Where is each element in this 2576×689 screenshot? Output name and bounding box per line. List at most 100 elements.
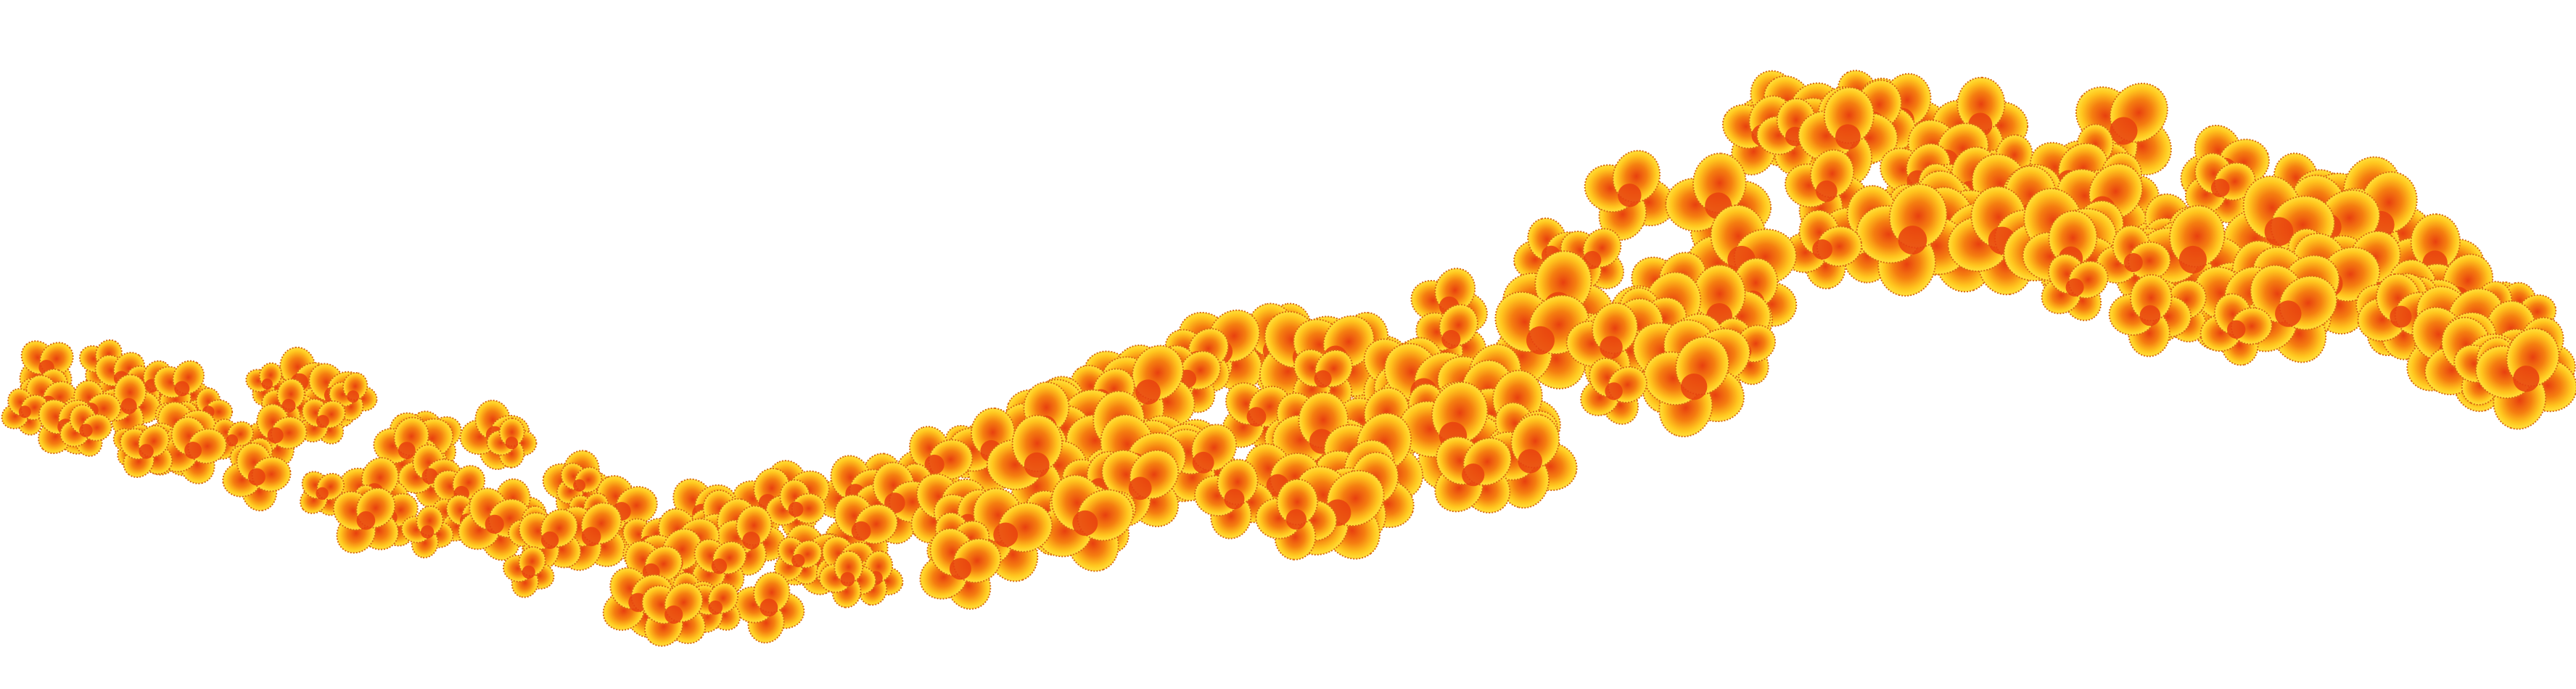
flower [774,536,823,585]
flower-center [1246,407,1267,427]
flower-center [1128,476,1152,500]
flower [1255,478,1338,561]
flower [486,417,538,469]
flower-center [2275,300,2302,327]
flower-center [791,553,805,568]
flower-center [261,378,273,390]
flower-center [174,381,190,397]
flower-center [281,398,296,413]
flower-center [2390,305,2412,328]
flower-center [356,511,376,530]
flower-center [398,442,416,459]
flower-center [708,600,723,615]
flower-center [1135,379,1161,405]
flower-center [1285,509,1307,530]
flower-center [1072,510,1098,536]
flower-center [711,558,728,574]
flower [1222,382,1291,452]
flower [1580,358,1647,425]
flower [1782,209,1863,289]
flower [2095,225,2171,300]
flower [2475,327,2576,430]
flower-center [485,514,504,534]
flower-center [79,424,93,437]
flower-center [505,437,519,450]
flower-center [1462,463,1485,487]
flower-center [664,605,683,624]
flower [818,550,877,608]
flower-center [788,501,804,517]
flower-center [316,487,329,500]
flower-center [851,521,871,541]
flower-center [2178,245,2207,274]
flower-center [573,479,586,492]
flower-center [226,434,239,447]
flower-center [316,415,329,428]
flower [2108,273,2192,358]
flower-center [760,598,778,617]
flower-center [420,525,435,539]
flower [59,404,112,457]
flower-center [1600,336,1623,359]
flower-center [522,565,535,579]
flower-center [949,558,971,580]
flower-center [993,522,1019,548]
flower-center [2123,253,2143,272]
flower [919,527,1002,610]
flower-center [2513,366,2540,392]
flower-center [1518,449,1542,474]
flower [502,546,555,598]
flower [332,487,400,554]
flower [2200,293,2273,366]
flower-center [742,532,760,550]
flower [300,398,346,445]
flower [222,442,292,512]
flower-center [1314,370,1332,388]
flower-cluster-group [1,70,2576,647]
flower [119,424,173,479]
flower-center [2139,305,2161,326]
flower-center [2226,320,2246,339]
flower-center [247,468,266,486]
flower-center [1024,452,1050,478]
flower [1643,336,1745,437]
flower-center [2110,117,2138,145]
flower-center [1526,326,1555,355]
flower-center [1441,330,1461,349]
flower [300,471,345,516]
flower-center [1618,183,1642,207]
flower [1434,436,1513,514]
flower-center [1835,124,1861,150]
flower-center [1816,180,1838,202]
flower [245,362,289,406]
flower-center [2210,178,2230,198]
flower-petal [2048,210,2098,266]
flower-center [1583,251,1602,269]
flower-center [840,572,855,587]
flower-center [1898,226,1927,255]
flower-center [267,427,284,444]
flower-center [184,442,202,459]
flower-center [421,468,438,484]
flower-center [1224,489,1245,510]
flower-center [18,405,31,418]
flower [400,505,454,558]
flower-petal [2130,273,2173,322]
flower [328,371,378,421]
flower-center [1605,382,1623,400]
flower-center [1192,451,1214,474]
flower [641,582,707,647]
flower-petal [1011,414,1063,472]
flower-center [581,527,601,547]
flower [518,508,582,572]
flower-center [1812,239,1833,260]
flower [765,479,826,540]
flower-center [2264,217,2294,247]
flower [1798,86,1898,187]
flower-center [347,390,360,403]
flower-center [628,593,648,612]
flower-center [120,397,137,415]
flower-center [540,531,559,549]
flower-center [924,454,945,475]
